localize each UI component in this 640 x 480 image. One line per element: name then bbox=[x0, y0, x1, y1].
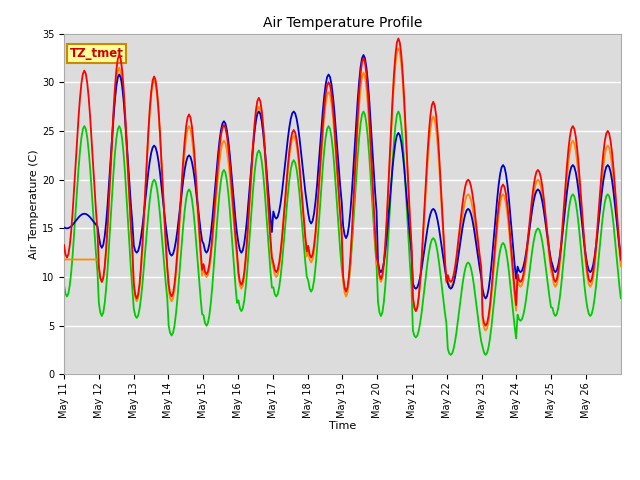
Text: TZ_tmet: TZ_tmet bbox=[70, 47, 124, 60]
Title: Air Temperature Profile: Air Temperature Profile bbox=[262, 16, 422, 30]
X-axis label: Time: Time bbox=[329, 420, 356, 431]
Y-axis label: Air Temperature (C): Air Temperature (C) bbox=[29, 149, 39, 259]
